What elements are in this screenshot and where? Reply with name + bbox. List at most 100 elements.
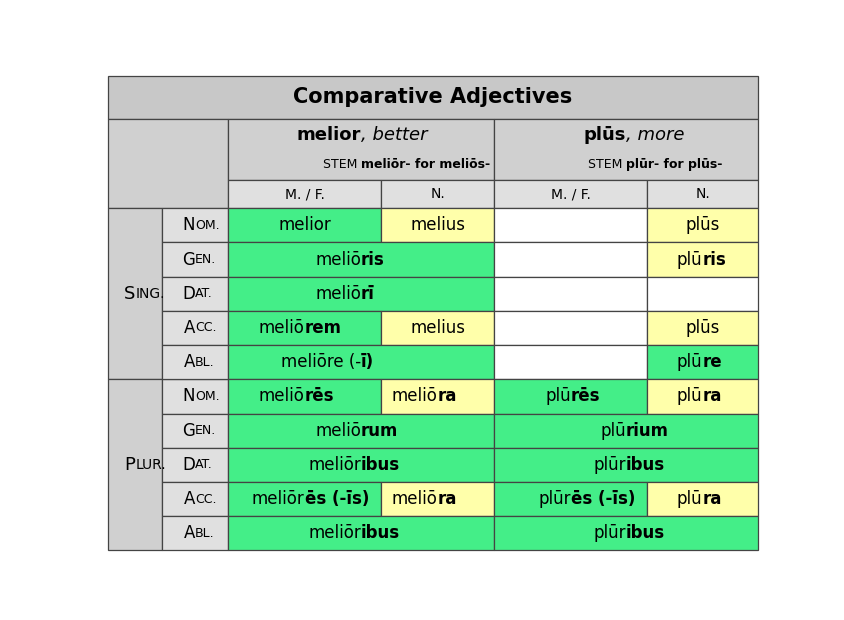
Text: rum: rum (360, 422, 398, 440)
Text: plū: plū (676, 250, 701, 268)
Text: rem: rem (305, 319, 341, 337)
Text: plūr: plūr (592, 456, 625, 474)
Text: melior: melior (278, 216, 331, 234)
Text: melior: melior (296, 126, 360, 144)
Text: ēs (-īs): ēs (-īs) (570, 490, 635, 508)
Text: ibus: ibus (625, 525, 664, 542)
FancyBboxPatch shape (228, 448, 494, 482)
FancyBboxPatch shape (647, 180, 757, 208)
FancyBboxPatch shape (162, 379, 228, 414)
Text: meliō: meliō (392, 490, 437, 508)
FancyBboxPatch shape (162, 242, 228, 277)
FancyBboxPatch shape (494, 482, 647, 516)
FancyBboxPatch shape (228, 242, 494, 277)
FancyBboxPatch shape (108, 379, 162, 551)
Text: G: G (182, 422, 195, 440)
Text: ibus: ibus (360, 525, 400, 542)
Text: plūr: plūr (538, 490, 570, 508)
FancyBboxPatch shape (381, 379, 494, 414)
FancyBboxPatch shape (228, 482, 381, 516)
Text: plū: plū (676, 353, 701, 371)
Text: A: A (184, 490, 195, 508)
FancyBboxPatch shape (494, 516, 757, 551)
FancyBboxPatch shape (647, 242, 757, 277)
FancyBboxPatch shape (162, 277, 228, 311)
FancyBboxPatch shape (228, 180, 381, 208)
FancyBboxPatch shape (228, 118, 494, 180)
Text: plūs: plūs (684, 319, 719, 337)
FancyBboxPatch shape (381, 180, 494, 208)
Text: STEM: STEM (587, 157, 625, 170)
FancyBboxPatch shape (381, 311, 494, 345)
FancyBboxPatch shape (162, 482, 228, 516)
Text: ra: ra (437, 388, 457, 405)
Text: N.: N. (430, 187, 445, 202)
Text: re: re (701, 353, 722, 371)
Text: meliō: meliō (315, 285, 360, 303)
Text: ibus: ibus (360, 456, 400, 474)
Text: AT.: AT. (195, 458, 213, 471)
Text: melius: melius (409, 216, 465, 234)
Text: meliō: meliō (315, 422, 360, 440)
Text: meliōr: meliōr (252, 490, 305, 508)
FancyBboxPatch shape (228, 277, 494, 311)
Text: S: S (124, 285, 135, 303)
FancyBboxPatch shape (494, 118, 757, 180)
Text: G: G (182, 250, 195, 268)
Text: rēs: rēs (305, 388, 334, 405)
Text: N: N (182, 216, 195, 234)
FancyBboxPatch shape (162, 208, 228, 242)
Text: meliō: meliō (258, 319, 305, 337)
Text: plū: plū (599, 422, 625, 440)
FancyBboxPatch shape (228, 516, 494, 551)
Text: meliō: meliō (258, 388, 305, 405)
FancyBboxPatch shape (381, 208, 494, 242)
Text: A: A (184, 319, 195, 337)
Text: plūs: plūs (684, 216, 719, 234)
Text: D: D (182, 285, 195, 303)
Text: plū: plū (676, 490, 701, 508)
FancyBboxPatch shape (108, 208, 162, 379)
Text: meliō: meliō (392, 388, 437, 405)
Text: ēs (-īs): ēs (-īs) (305, 490, 369, 508)
FancyBboxPatch shape (162, 516, 228, 551)
Text: meliōre (-: meliōre (- (280, 353, 360, 371)
FancyBboxPatch shape (647, 208, 757, 242)
Text: LUR.: LUR. (135, 458, 165, 472)
FancyBboxPatch shape (494, 345, 647, 379)
Text: plū: plū (676, 388, 701, 405)
Text: meliōr- for meliōs-: meliōr- for meliōs- (360, 157, 490, 170)
Text: CC.: CC. (195, 322, 217, 334)
FancyBboxPatch shape (494, 379, 647, 414)
Text: EN.: EN. (195, 253, 216, 266)
Text: BL.: BL. (195, 356, 214, 369)
FancyBboxPatch shape (162, 414, 228, 448)
Text: , better: , better (360, 126, 427, 144)
Text: ra: ra (437, 490, 457, 508)
Text: ī): ī) (360, 353, 374, 371)
Text: rēs: rēs (570, 388, 599, 405)
Text: , more: , more (625, 126, 684, 144)
FancyBboxPatch shape (647, 379, 757, 414)
Text: meliō: meliō (315, 250, 360, 268)
FancyBboxPatch shape (108, 118, 228, 208)
FancyBboxPatch shape (494, 414, 757, 448)
FancyBboxPatch shape (494, 448, 757, 482)
Text: plūr: plūr (592, 525, 625, 542)
Text: ibus: ibus (625, 456, 664, 474)
FancyBboxPatch shape (494, 208, 647, 242)
Text: P: P (124, 456, 135, 474)
FancyBboxPatch shape (228, 379, 381, 414)
FancyBboxPatch shape (494, 311, 647, 345)
FancyBboxPatch shape (494, 242, 647, 277)
Text: ra: ra (701, 490, 721, 508)
Text: A: A (184, 525, 195, 542)
Text: CC.: CC. (195, 492, 217, 505)
FancyBboxPatch shape (228, 311, 381, 345)
FancyBboxPatch shape (647, 482, 757, 516)
Text: N: N (182, 388, 195, 405)
Text: ING.: ING. (135, 287, 165, 301)
Text: Comparative Adjectives: Comparative Adjectives (293, 87, 572, 107)
Text: meliōr: meliōr (308, 456, 360, 474)
FancyBboxPatch shape (494, 180, 647, 208)
